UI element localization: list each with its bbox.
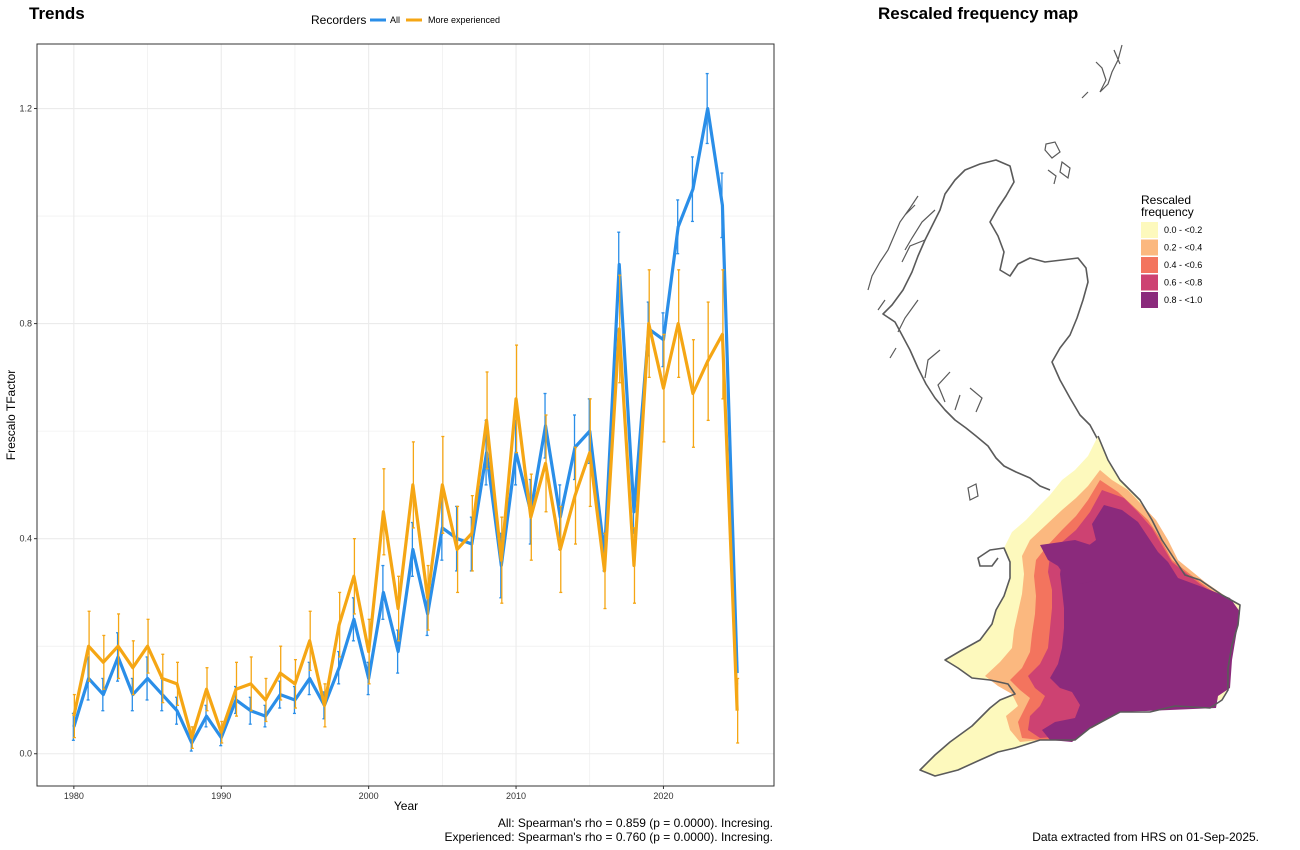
map-legend: Rescaled frequency 0.0 - <0.2 0.2 - <0.4 0… [1141,193,1202,308]
legend-label-more-experienced: More experienced [428,15,500,25]
x-tick-label: 1990 [211,791,231,801]
plot-axes: 1980 1990 2000 2010 2020 0.0 0.4 0.8 1.2 [19,104,673,801]
series-more-experienced [72,269,740,750]
map-outline-england-wales [919,435,1241,777]
plot-panel-border [36,43,775,787]
map-detail-wash [1040,540,1106,584]
y-tick-label: 0.8 [19,319,32,329]
trends-legend: Recorders All More experienced [311,13,500,27]
map-legend-swatch [1141,274,1158,291]
trends-title: Trends [29,4,85,23]
map-outline-shetland [1081,44,1123,99]
x-tick-label: 2020 [653,791,673,801]
map-title: Rescaled frequency map [878,4,1078,23]
map-legend-swatch [1141,292,1158,308]
map-legend-title-line1: Rescaled [1141,193,1191,207]
map-legend-label: 0.4 - <0.6 [1164,260,1202,270]
legend-title: Recorders [311,13,366,27]
map-outline-hebrides [867,195,919,359]
data-source-caption: Data extracted from HRS on 01-Sep-2025. [1032,830,1259,844]
y-axis-title: Frescalo TFactor [4,370,18,460]
map-legend-swatch [1141,222,1158,238]
series-line [72,321,739,740]
map-legend-label: 0.8 - <1.0 [1164,295,1202,305]
map-legend-label: 0.2 - <0.4 [1164,243,1202,253]
map-legend-label: 0.0 - <0.2 [1164,225,1202,235]
stat-all-caption: All: Spearman's rho = 0.859 (p = 0.0000)… [498,816,773,830]
x-axis-title: Year [394,799,418,813]
map-legend-swatch [1141,239,1158,256]
map-outline-orkney [1044,141,1071,185]
stat-experienced-caption: Experienced: Spearman's rho = 0.760 (p =… [445,830,774,844]
x-tick-label: 2000 [359,791,379,801]
map-outline-scotland [882,159,1099,491]
map-outline-isle-of-man [967,483,979,501]
y-tick-label: 0.4 [19,534,32,544]
series-all [71,72,739,752]
y-tick-label: 1.2 [19,104,32,114]
series-line [72,106,739,745]
map-outline-scotland-west [897,209,983,413]
frequency-map [867,44,1241,777]
y-tick-label: 0.0 [19,749,32,759]
map-legend-swatch [1141,257,1158,273]
map-legend-label: 0.6 - <0.8 [1164,278,1202,288]
x-tick-label: 1980 [64,791,84,801]
plot-series [71,72,740,752]
x-tick-label: 2010 [506,791,526,801]
legend-label-all: All [390,15,400,25]
map-legend-title-line2: frequency [1141,205,1194,219]
